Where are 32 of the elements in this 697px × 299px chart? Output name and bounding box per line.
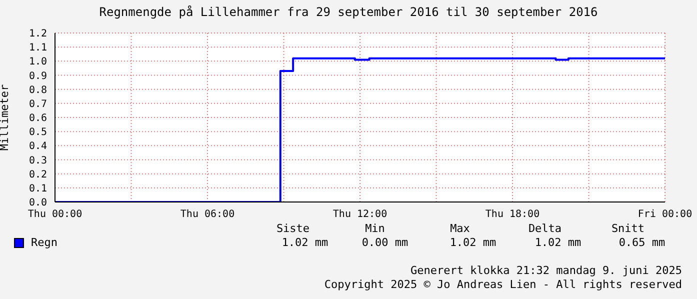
y-tick-label: 0.2: [28, 169, 47, 180]
x-tick-label: Fri 00:00: [638, 209, 692, 220]
y-tick-label: 0.5: [28, 127, 47, 138]
text: Snitt: [610, 222, 646, 235]
y-tick-label: 0.7: [28, 98, 47, 110]
y-tick-label: 0.3: [28, 155, 47, 166]
y-tick-label: 1.2: [28, 28, 47, 40]
x-tick-label: Thu 00:00: [28, 209, 82, 220]
x-tick-label: Thu 18:00: [485, 209, 540, 220]
text: Max: [449, 222, 471, 235]
text: 1.02 mm: [280, 236, 330, 249]
text: 0.65 mm: [618, 236, 666, 249]
y-tick-label: 1.0: [28, 56, 47, 68]
y-tick-label: 0.9: [28, 70, 47, 82]
text: Delta: [527, 222, 563, 235]
text: 1.02 mm: [448, 236, 498, 249]
x-tick-label: Thu 12:00: [332, 209, 388, 220]
y-tick-label: 0.1: [28, 183, 47, 194]
y-tick-label: 1.1: [28, 42, 47, 54]
text: Min: [364, 222, 386, 235]
text: Copyright 2025 © Jo Andreas Lien - All rights reserved: [324, 278, 682, 291]
chart-title: Regnmengde på Lillehammer fra 29 september 2016 til 30 september 2016: [98, 5, 599, 19]
y-tick-label: 0.0: [28, 198, 47, 209]
text: Siste: [275, 222, 311, 235]
text: 0.00 mm: [360, 236, 410, 249]
text: 1.02 mm: [534, 236, 582, 249]
legend-label: Regn: [31, 236, 58, 249]
y-tick-label: 0.8: [28, 84, 47, 96]
text: Generert klokka 21:32 mandag 9. juni 2025: [410, 264, 682, 277]
x-tick-label: Thu 06:00: [180, 209, 235, 220]
y-tick-label: 0.4: [28, 141, 47, 152]
y-tick-label: 0.6: [28, 113, 47, 124]
